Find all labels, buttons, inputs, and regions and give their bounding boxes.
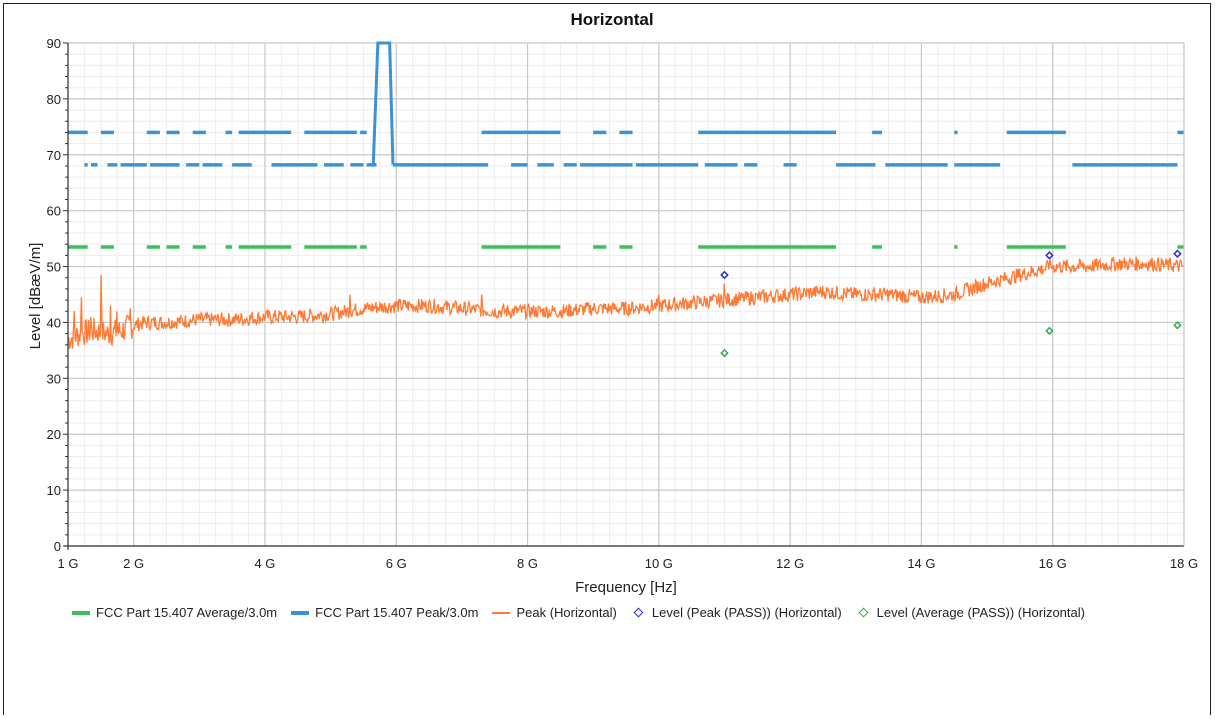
x-tick-label: 10 G xyxy=(645,556,673,571)
level-marker xyxy=(720,270,729,280)
y-tick-label: 40 xyxy=(47,315,61,330)
legend-marker-swatch xyxy=(858,607,869,618)
y-tick-label: 50 xyxy=(47,260,61,275)
level-marker xyxy=(1173,320,1182,330)
level-marker xyxy=(1045,251,1054,260)
y-tick-labels: 0 10 20 30 40 50 60 70 80 90 xyxy=(47,36,61,554)
legend-item: Peak (Horizontal) xyxy=(492,605,617,620)
legend-item: FCC Part 15.407 Average/3.0m xyxy=(72,605,277,620)
peak-trace xyxy=(67,256,1184,350)
x-axis-label: Frequency [Hz] xyxy=(575,579,677,596)
y-tick-label: 30 xyxy=(47,371,61,386)
axes xyxy=(63,42,1185,550)
y-tick-label: 90 xyxy=(47,36,61,51)
legend-line-swatch xyxy=(72,610,90,615)
legend-line-swatch xyxy=(291,610,310,615)
x-tick-label: 1 G xyxy=(58,556,79,571)
y-tick-label: 20 xyxy=(47,427,61,442)
legend-item: Level (Average (PASS)) (Horizontal) xyxy=(856,605,1085,620)
legend-item: FCC Part 15.407 Peak/3.0m xyxy=(291,605,478,620)
legend-line-swatch xyxy=(492,611,511,614)
level-marker xyxy=(720,348,729,358)
y-tick-label: 10 xyxy=(47,483,61,498)
level-marker xyxy=(1173,249,1182,258)
x-tick-labels: 1 G 2 G 4 G 6 G 8 G 10 G 12 G 14 G 16 G 18 G xyxy=(58,556,1199,571)
grid-minor xyxy=(67,42,1185,547)
legend-label: Level (Average (PASS)) (Horizontal) xyxy=(876,605,1085,620)
series-layer xyxy=(67,41,1184,358)
x-tick-label: 4 G xyxy=(254,556,275,571)
legend-label: Level (Peak (PASS)) (Horizontal) xyxy=(651,605,842,620)
legend-label: FCC Part 15.407 Peak/3.0m xyxy=(315,605,479,620)
y-axis-label: Level [dBæV/m] xyxy=(27,243,44,350)
y-tick-label: 70 xyxy=(47,148,61,163)
level-marker xyxy=(1045,326,1054,336)
x-tick-label: 6 G xyxy=(386,556,407,571)
legend: FCC Part 15.407 Average/3.0m FCC Part 15.… xyxy=(72,605,1085,620)
limit-band-notch xyxy=(371,41,395,165)
x-tick-label: 2 G xyxy=(123,556,144,571)
legend-marker-swatch xyxy=(633,607,644,618)
x-tick-label: 16 G xyxy=(1039,556,1067,571)
legend-item: Level (Peak (PASS)) (Horizontal) xyxy=(631,605,842,620)
x-tick-label: 14 G xyxy=(907,556,935,571)
y-tick-label: 0 xyxy=(54,539,61,554)
x-tick-label: 8 G xyxy=(517,556,538,571)
y-tick-label: 80 xyxy=(47,92,61,107)
x-tick-label: 18 G xyxy=(1170,556,1198,571)
legend-label: Peak (Horizontal) xyxy=(516,605,617,620)
y-tick-label: 60 xyxy=(47,204,61,219)
legend-label: FCC Part 15.407 Average/3.0m xyxy=(96,605,278,620)
chart-title: Horizontal xyxy=(570,10,653,29)
x-tick-label: 12 G xyxy=(776,556,804,571)
